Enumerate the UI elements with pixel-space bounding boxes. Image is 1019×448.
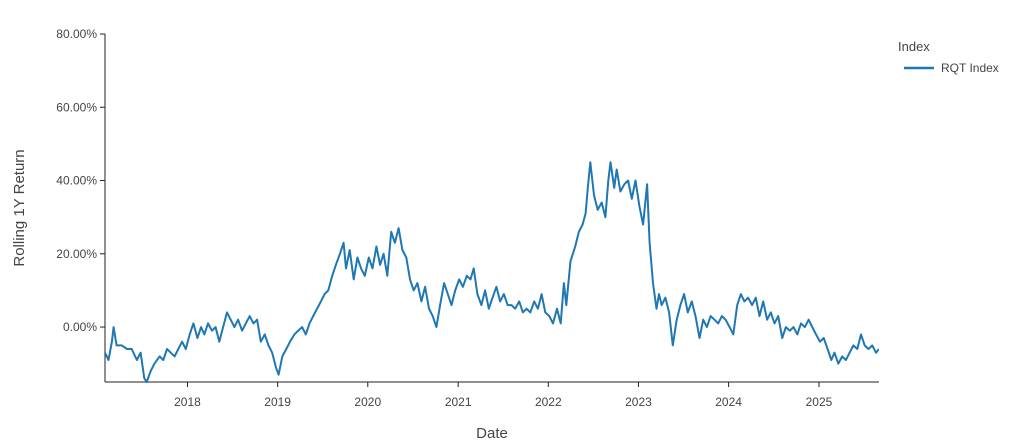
legend-label: RQT Index xyxy=(941,61,999,75)
y-tick-label: 20.00% xyxy=(56,247,97,261)
x-tick-label: 2023 xyxy=(625,395,652,409)
x-tick-label: 2024 xyxy=(715,395,742,409)
x-tick-label: 2020 xyxy=(354,395,381,409)
legend-title: Index xyxy=(898,39,930,54)
y-tick-label: 80.00% xyxy=(56,27,97,41)
x-axis: 2018 2019 2020 2021 2022 2023 2024 2025 xyxy=(105,381,879,409)
y-axis: 0.00% 20.00% 40.00% 60.00% 80.00% xyxy=(56,27,106,382)
series-line-rqt-index[interactable] xyxy=(105,161,879,383)
y-tick-label: 60.00% xyxy=(56,100,97,114)
x-axis-title: Date xyxy=(476,425,508,442)
y-tick-label: 40.00% xyxy=(56,174,97,188)
x-tick-label: 2022 xyxy=(535,395,562,409)
x-tick-label: 2018 xyxy=(174,395,201,409)
x-tick-label: 2025 xyxy=(806,395,833,409)
legend-item-rqt-index[interactable]: RQT Index xyxy=(904,61,999,75)
x-tick-label: 2019 xyxy=(264,395,291,409)
plot-area xyxy=(105,161,879,383)
legend: Index RQT Index xyxy=(898,39,999,75)
y-tick-label: 0.00% xyxy=(63,320,97,334)
x-tick-label: 2021 xyxy=(445,395,472,409)
y-axis-title: Rolling 1Y Return xyxy=(11,149,28,266)
